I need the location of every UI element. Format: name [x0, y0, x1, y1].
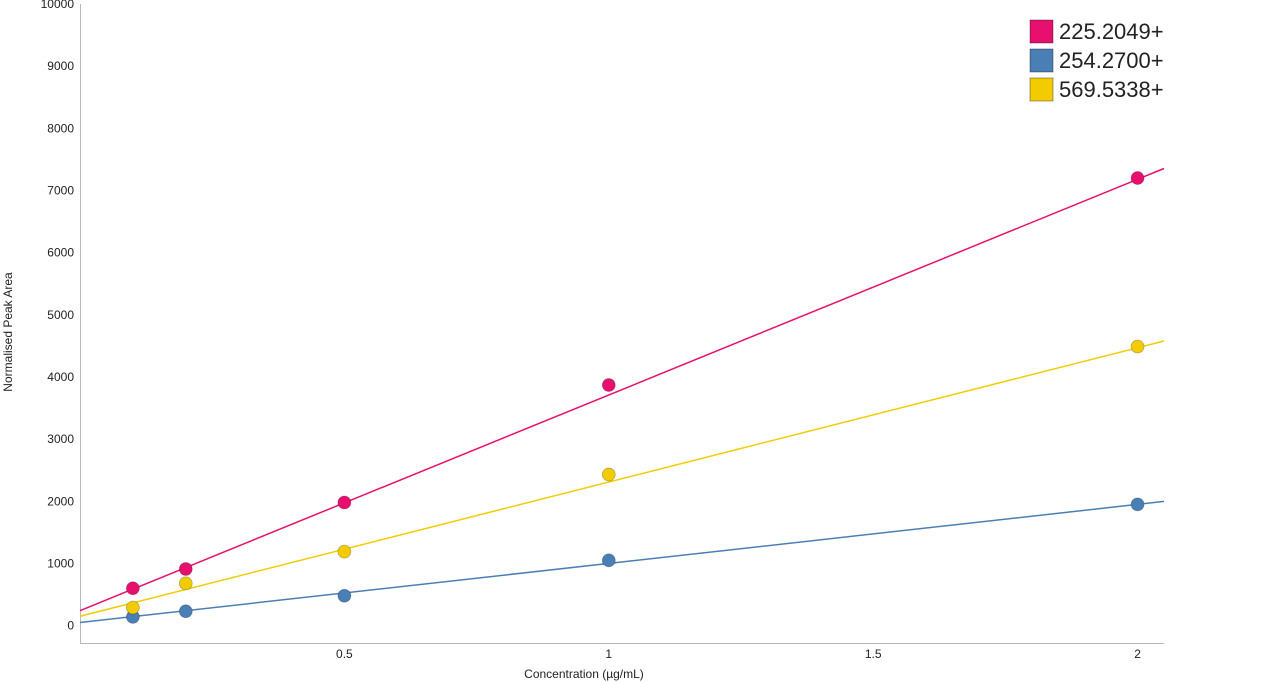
- y-tick-label: 2000: [47, 494, 74, 508]
- legend-swatch: [1029, 77, 1054, 102]
- data-points: [125, 171, 1145, 624]
- data-point-series-3: [125, 600, 140, 615]
- fit-line-series-2: [79, 500, 1165, 624]
- x-axis-label: Concentration (µg/mL): [524, 667, 644, 681]
- data-point-series-2: [178, 604, 193, 619]
- y-tick-labels: 0 1000 2000 3000 4000 5000 6000 7000 8000 9000 100…: [41, 0, 75, 633]
- y-axis-label: Normalised Peak Area: [1, 272, 15, 392]
- data-point-series-3: [1130, 339, 1145, 354]
- x-tick-labels: 0.5 1 1.5 2: [336, 647, 1141, 661]
- y-tick-label: 6000: [47, 246, 74, 260]
- fit-line-series-1: [79, 167, 1165, 612]
- data-point-series-1: [601, 378, 616, 392]
- legend-swatch: [1029, 48, 1054, 73]
- legend-label: 569.5338+: [1059, 77, 1164, 102]
- y-tick-label: 9000: [47, 59, 74, 73]
- data-point-series-2: [337, 588, 352, 603]
- y-tick-label: 8000: [47, 121, 74, 135]
- data-point-series-1: [178, 562, 193, 576]
- x-tick-label: 2: [1134, 647, 1141, 661]
- y-tick-label: 5000: [47, 308, 74, 322]
- y-tick-label: 1000: [47, 556, 74, 570]
- data-point-series-3: [178, 576, 193, 591]
- y-tick-label: 10000: [41, 0, 75, 11]
- data-point-series-3: [601, 467, 616, 482]
- legend-label: 254.2700+: [1059, 48, 1164, 73]
- fit-line-series-3: [79, 340, 1165, 617]
- y-tick-label: 7000: [47, 183, 74, 197]
- data-point-series-2: [601, 553, 616, 568]
- legend-label: 225.2049+: [1059, 19, 1164, 44]
- y-tick-label: 0: [67, 619, 74, 633]
- axes: [80, 4, 1164, 644]
- legend: 225.2049+ 254.2700+ 569.5338+: [1029, 19, 1164, 102]
- y-tick-label: 3000: [47, 432, 74, 446]
- data-point-series-1: [1130, 171, 1145, 185]
- x-tick-label: 0.5: [336, 647, 353, 661]
- data-point-series-3: [337, 544, 352, 559]
- x-tick-label: 1: [605, 647, 612, 661]
- x-tick-label: 1.5: [865, 647, 882, 661]
- data-point-series-1: [125, 581, 140, 596]
- fit-lines: [79, 167, 1165, 624]
- data-point-series-2: [1130, 497, 1145, 512]
- legend-swatch: [1029, 19, 1054, 44]
- data-point-series-1: [337, 495, 352, 510]
- y-tick-label: 4000: [47, 370, 74, 384]
